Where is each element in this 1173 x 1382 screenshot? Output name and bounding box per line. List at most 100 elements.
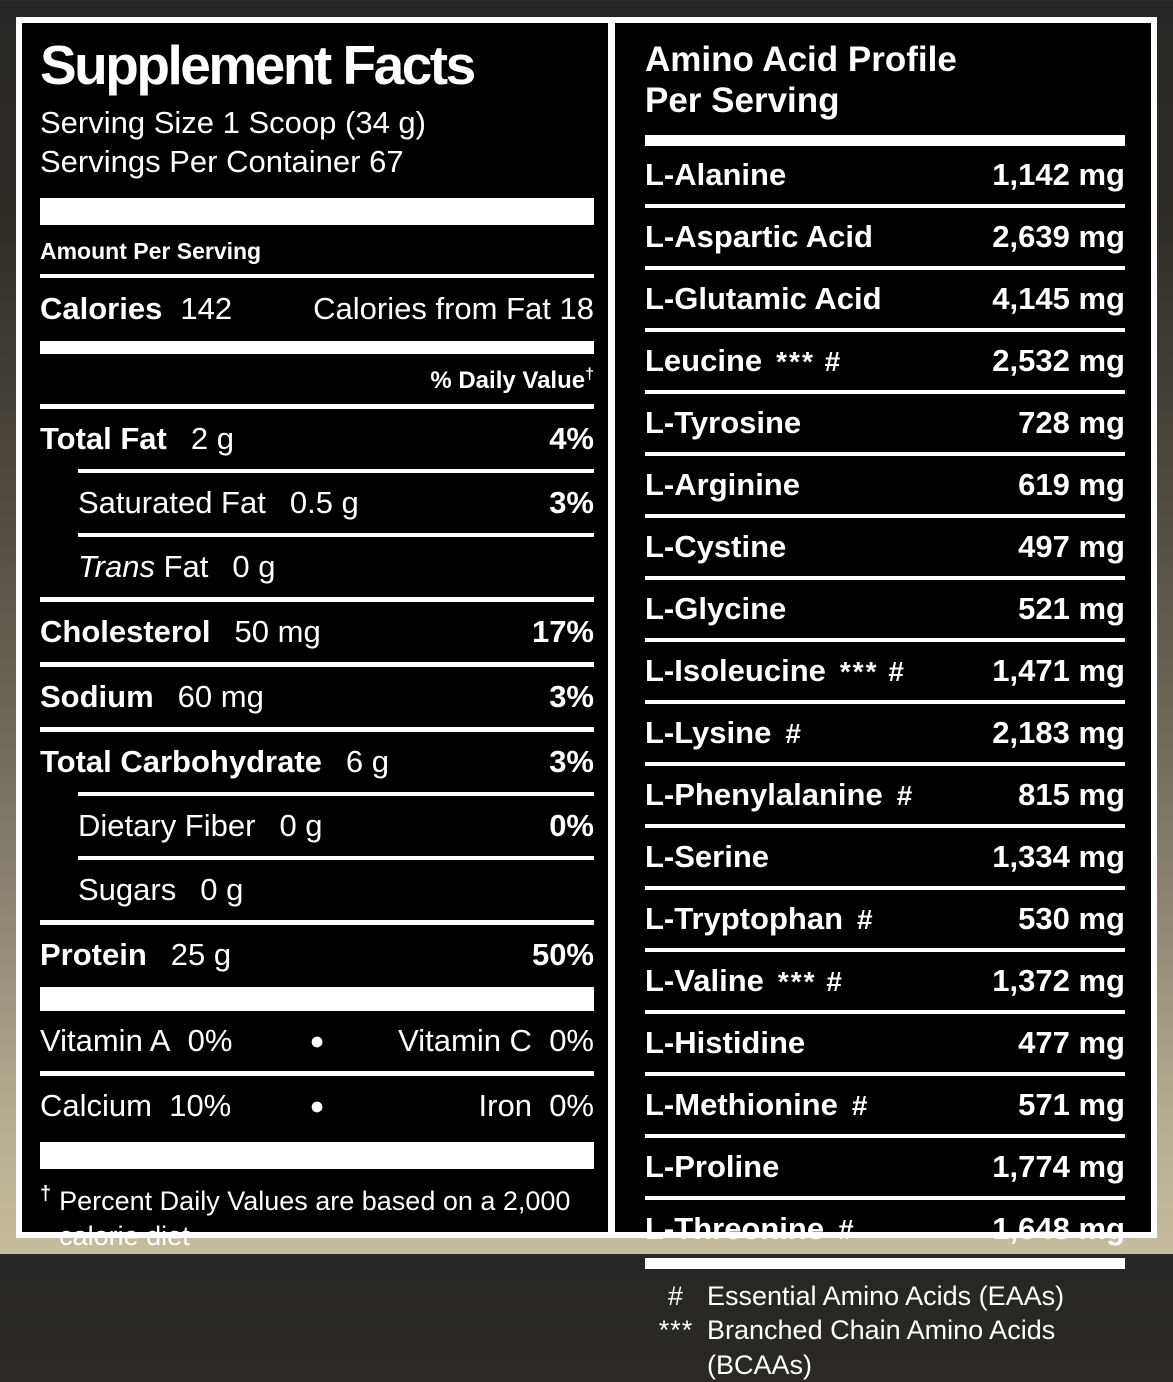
divider-line (78, 856, 594, 861)
nutrient-amount: 0 g (279, 808, 323, 844)
daily-value-footnote: † Percent Daily Values are based on a 2,… (40, 1183, 594, 1253)
divider-line (645, 1133, 1125, 1138)
amino-title-line2: Per Serving (645, 81, 840, 121)
amino-acid-name-text: L-Methionine (645, 1086, 838, 1122)
amino-acid-name: L-Proline (645, 1149, 793, 1185)
amino-acid-item: L-Cystine 497 mg (645, 518, 1125, 580)
nutrient-row: Dietary Fiber 0 g 0% (40, 796, 594, 856)
calories-row: Calories 142 Calories from Fat 18 (40, 278, 594, 341)
nutrient-name-text: Cholesterol (40, 614, 211, 650)
divider-line (645, 761, 1125, 766)
bullet-icon: ● (309, 1026, 325, 1055)
micronutrient-right: Iron 0% (325, 1088, 594, 1124)
amino-acid-marks: *** # (776, 345, 843, 377)
divider-bar (40, 341, 594, 355)
amino-acid-name: L-Phenylalanine # (645, 777, 914, 813)
divider-line (645, 823, 1125, 828)
amino-acid-item: L-Arginine 619 mg (645, 456, 1125, 518)
divider-line (645, 637, 1125, 642)
nutrient-amount: 25 g (170, 937, 232, 973)
amino-acid-name-text: L-Valine (645, 962, 764, 998)
nutrient-name-italic: Trans (78, 549, 155, 585)
amino-acid-name-text: L-Cystine (645, 528, 787, 564)
amino-acid-value: 497 mg (1018, 528, 1125, 564)
nutrient-amount: 60 mg (177, 679, 264, 715)
amino-acid-row: L-Threonine # 1,648 mg (645, 1200, 1125, 1258)
nutrient-item: Sodium 60 mg 3% (40, 667, 594, 733)
dagger-symbol: † (585, 366, 594, 384)
divider-line (40, 597, 594, 603)
divider-line (645, 389, 1125, 394)
amino-acid-item: L-Serine 1,334 mg (645, 828, 1125, 890)
nutrient-amount: 2 g (190, 421, 234, 457)
calories-label: Calories (40, 291, 163, 327)
amino-acid-name-text: L-Alanine (645, 156, 787, 192)
divider-line (78, 469, 594, 474)
amino-acid-item: L-Threonine # 1,648 mg (645, 1200, 1125, 1258)
amino-acid-row: L-Glycine 521 mg (645, 580, 1125, 638)
panel-title: Supplement Facts (40, 34, 476, 96)
supplement-facts-panel: Supplement Facts Serving Size 1 Scoop (3… (22, 23, 608, 1251)
amino-acid-item: L-Isoleucine *** # 1,471 mg (645, 642, 1125, 704)
amino-acid-row: L-Proline 1,774 mg (645, 1138, 1125, 1196)
amino-acid-name-text: L-Threonine (645, 1210, 825, 1246)
nutrient-item: Sugars 0 g (40, 860, 594, 926)
nutrient-row: Trans Fat 0 g (40, 537, 594, 597)
micronutrient-left: Vitamin A 0% (40, 1023, 309, 1059)
divider-line (645, 513, 1125, 518)
amino-acid-name: L-Glycine (645, 591, 800, 627)
amino-acid-marks: # (857, 903, 875, 935)
micronutrient-left: Calcium 10% (40, 1088, 309, 1124)
amino-acid-item: L-Glutamic Acid 4,145 mg (645, 270, 1125, 332)
micronutrient-left-value: 0% (187, 1023, 233, 1059)
amino-acid-row: L-Phenylalanine # 815 mg (645, 766, 1125, 824)
nutrient-name: Saturated Fat (78, 485, 266, 521)
divider-bar (645, 1257, 1125, 1269)
divider-line (40, 662, 594, 668)
nutrient-daily-value: 0% (549, 808, 594, 844)
amino-acid-row: L-Tyrosine 728 mg (645, 394, 1125, 452)
amino-footnotes: # Essential Amino Acids (EAAs) *** Branc… (645, 1279, 1125, 1382)
footnote-text: Percent Daily Values are based on a 2,00… (59, 1186, 571, 1251)
amino-acid-row: L-Serine 1,334 mg (645, 828, 1125, 886)
amino-acid-name: L-Methionine # (645, 1087, 869, 1123)
amino-acid-value: 2,639 mg (992, 218, 1125, 254)
divider-line (40, 920, 594, 926)
amino-acid-name-text: Leucine (645, 342, 763, 378)
amino-acid-name-text: L-Lysine (645, 714, 772, 750)
amino-acid-row: L-Lysine # 2,183 mg (645, 704, 1125, 762)
nutrient-row: Sugars 0 g (40, 860, 594, 920)
amino-acid-item: L-Lysine # 2,183 mg (645, 704, 1125, 766)
amino-acid-name-text: L-Glutamic Acid (645, 280, 882, 316)
divider-line (40, 404, 594, 410)
amino-acid-name-text: L-Serine (645, 838, 770, 874)
serving-info: Serving Size 1 Scoop (34 g) Servings Per… (40, 103, 594, 182)
amino-acid-row: Leucine *** # 2,532 mg (645, 332, 1125, 390)
amino-acid-value: 571 mg (1018, 1086, 1125, 1122)
amino-footnote-row: *** Branched Chain Amino Acids (BCAAs) (645, 1313, 1125, 1382)
amino-acid-value: 1,142 mg (992, 156, 1125, 192)
amino-acid-value: 619 mg (1018, 466, 1125, 502)
amino-acid-value: 815 mg (1018, 776, 1125, 812)
amino-acid-name: L-Tyrosine (645, 405, 815, 441)
nutrient-daily-value: 3% (549, 485, 594, 521)
divider-line (40, 274, 594, 279)
amino-acid-value: 4,145 mg (992, 280, 1125, 316)
nutrient-daily-value: 4% (549, 421, 594, 457)
calories-from-fat: Calories from Fat 18 (313, 291, 594, 327)
amino-acid-name-text: L-Histidine (645, 1024, 806, 1060)
amino-acid-row: L-Isoleucine *** # 1,471 mg (645, 642, 1125, 700)
micronutrient-right-value: 0% (549, 1023, 594, 1059)
amino-acid-name: L-Serine (645, 839, 783, 875)
supplement-label-image: { "colors":{"panel_bg":"#000000","panel_… (0, 0, 1173, 1254)
nutrient-amount: 50 mg (234, 614, 321, 650)
amino-acid-row: L-Glutamic Acid 4,145 mg (645, 270, 1125, 328)
divider-bar (40, 987, 594, 1012)
amino-footnote-row: # Essential Amino Acids (EAAs) (645, 1279, 1125, 1314)
amino-acid-marks: # (851, 1089, 870, 1121)
micronutrient-left-value: 10% (169, 1088, 232, 1124)
amino-acid-item: Leucine *** # 2,532 mg (645, 332, 1125, 394)
amino-acid-row: L-Arginine 619 mg (645, 456, 1125, 514)
servings-per-container: Servings Per Container 67 (40, 144, 404, 180)
nutrient-name-text: Sugars (78, 872, 177, 908)
